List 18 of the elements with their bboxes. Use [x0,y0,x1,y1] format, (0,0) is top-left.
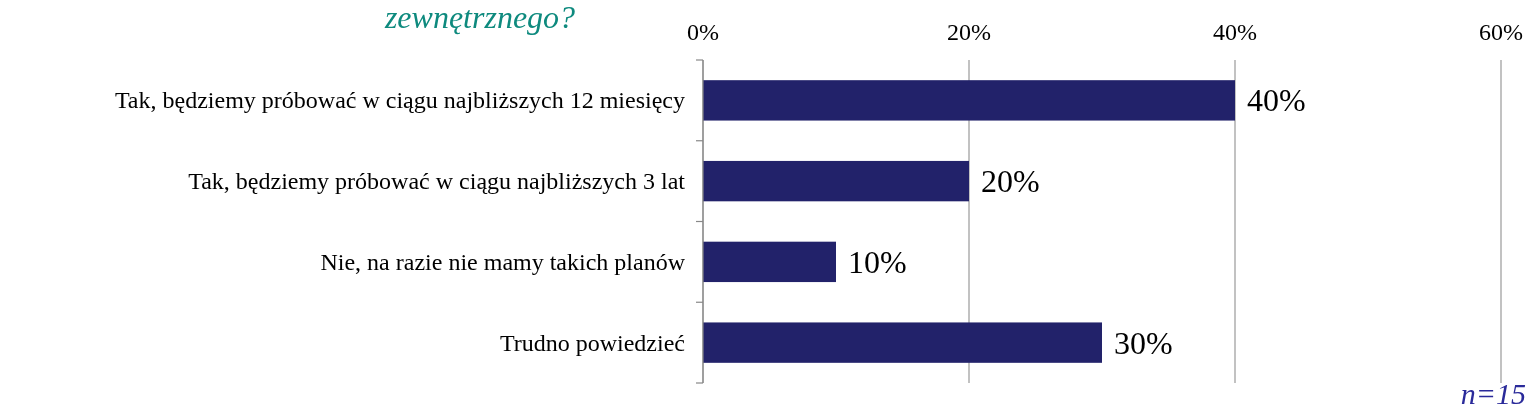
x-tick-label: 0% [687,19,719,45]
bar [703,160,969,202]
annotation: n=15 [1460,377,1526,410]
x-tick-label: 60% [1479,19,1523,45]
y-tick-label: Trudno powiedzieć [499,329,685,356]
y-tick-label: Tak, będziemy próbować w ciągu najbliższych 12 miesięcy [114,87,685,114]
y-tick-label: Nie, na razie nie mamy takich planów [320,248,686,275]
data-label: 40% [1247,82,1306,119]
bar [703,80,1235,121]
data-label: 20% [981,163,1040,200]
bar [703,322,1102,363]
data-label: 10% [848,243,907,280]
x-tick-label: 40% [1213,19,1257,45]
y-tick-label: Tak, będziemy próbować w ciągu najbliższych 3 lat [188,168,686,195]
bar [703,241,836,283]
data-label: 30% [1114,324,1173,361]
chart-title: zewnętrznego? [383,0,576,35]
x-tick-label: 20% [947,19,991,45]
